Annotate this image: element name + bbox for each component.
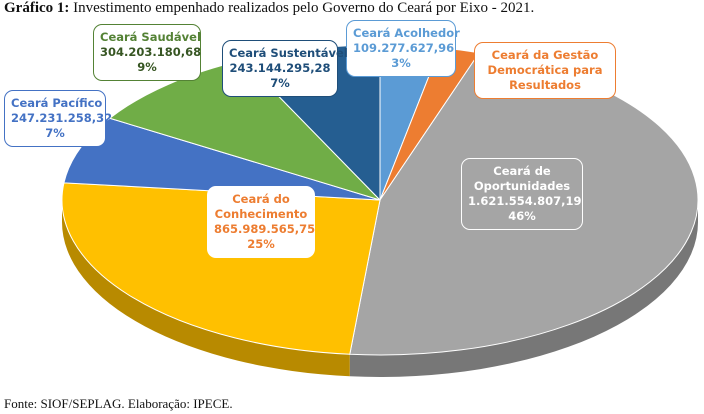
slice-label-value: 1.621.554.807,19 (468, 194, 582, 208)
chart-source: Fonte: SIOF/SEPLAG. Elaboração: IPECE. (4, 396, 233, 411)
slice-label-name: Ceará da Gestão (491, 48, 599, 62)
slice-label-name: Ceará Saudável (100, 30, 201, 44)
chart-caption: Gráfico 1: Investimento empenhado realiz… (4, 0, 534, 17)
slice-label-value: 247.231.258,32 (11, 111, 113, 125)
slice-label-name: Ceará Sustentável (229, 46, 348, 60)
pie-side-ceara-de-oportunidades (349, 200, 698, 377)
slice-label-ceara-pacifico: Ceará Pacífico 247.231.258,32 7% (4, 90, 113, 147)
slice-label-name: Oportunidades (473, 179, 571, 193)
slice-label-percent: 7% (45, 126, 65, 140)
slice-label-percent: 7% (270, 76, 290, 90)
slice-label-ceara-saudavel: Ceará Saudável 304.203.180,68 9% (93, 24, 201, 81)
slice-label-ceara-acolhedor: Ceará Acolhedor 109.277.627,96 3% (346, 20, 460, 77)
slice-label-value: 109.277.627,96 (353, 41, 455, 55)
slice-label-percent: 3% (391, 56, 411, 70)
slice-label-ceara-de-oportunidades: Ceará de Oportunidades 1.621.554.807,19 46% (461, 158, 583, 230)
slice-label-ceara-da-gestao-democratica-para-resultados: Ceará da Gestão Democrática para Resultado… (474, 42, 616, 99)
caption-prefix: Gráfico 1: (4, 0, 70, 16)
slice-label-name: Democrática para (487, 63, 603, 77)
slice-label-name: Ceará Acolhedor (353, 26, 460, 40)
slice-label-percent: 9% (137, 60, 157, 74)
slice-label-value: 865.989.565,75 (214, 222, 316, 236)
caption-text: Investimento empenhado realizados pelo G… (73, 0, 535, 16)
slice-label-name: Resultados (509, 78, 581, 92)
pie-slice-ceara-pacifico (63, 117, 381, 201)
slice-label-name: Ceará Pacífico (11, 96, 103, 110)
slice-label-ceara-sustentavel: Ceará Sustentável 243.144.295,28 7% (222, 40, 348, 97)
slice-label-name: Conhecimento (214, 207, 308, 221)
slice-label-value: 304.203.180,68 (100, 45, 202, 59)
slice-label-percent: 46% (508, 209, 536, 223)
slice-label-value: 243.144.295,28 (229, 61, 331, 75)
slice-label-name: Ceará de (493, 164, 551, 178)
slice-label-ceara-do-conhecimento: Ceará do Conhecimento 865.989.565,75 25% (207, 186, 315, 258)
pie-side-ceara-do-conhecimento (62, 200, 350, 377)
slice-label-percent: 25% (247, 237, 275, 251)
slice-label-name: Ceará do (232, 192, 290, 206)
pie-side-walls (62, 200, 698, 377)
